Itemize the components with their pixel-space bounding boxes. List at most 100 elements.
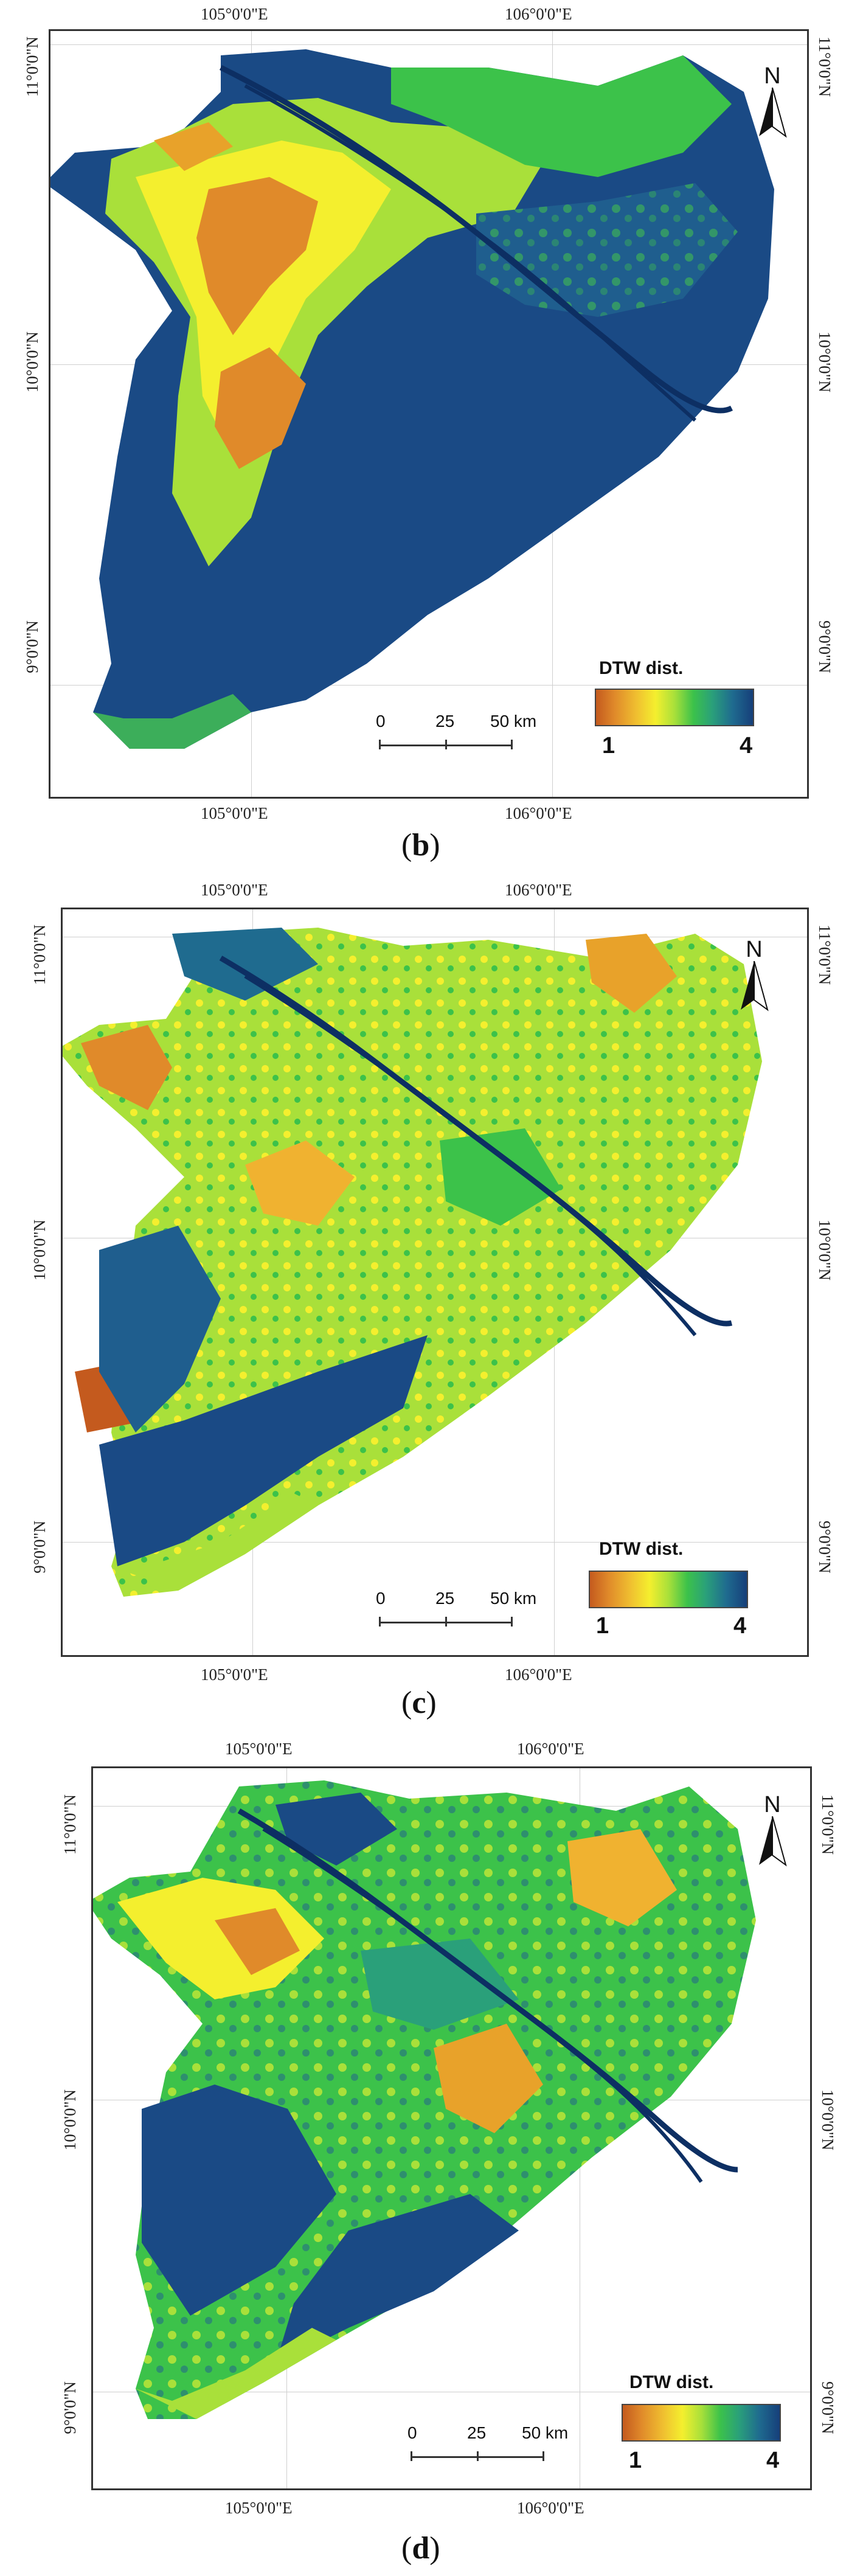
coast-strip — [136, 2328, 336, 2419]
north-arrow: N — [754, 1792, 791, 1871]
caption-paren: ( — [401, 1686, 412, 1720]
lon-label-bottom-2: 106°0'0"E — [505, 804, 572, 822]
north-arrow-icon — [759, 1816, 787, 1867]
scale-bar: 0 25 50 km — [403, 2423, 568, 2472]
lon-label-bottom-1: 105°0'0"E — [225, 2499, 293, 2517]
legend-max: 4 — [766, 2448, 780, 2473]
scale-tick — [477, 2451, 479, 2461]
caption-paren: ) — [426, 1686, 437, 1720]
legend-min: 1 — [629, 2448, 642, 2473]
map-frame — [91, 1766, 812, 2490]
north-label: N — [764, 1792, 781, 1817]
lon-label-bottom-2: 106°0'0"E — [505, 1665, 572, 1684]
lat-label-right-2: 10°0'0"N — [816, 332, 834, 393]
legend-color-bar — [622, 2404, 781, 2442]
mid-high-zone — [361, 1939, 519, 2030]
scale-label-0: 0 — [376, 1589, 386, 1608]
low-zone — [154, 122, 233, 171]
high-zone — [172, 928, 318, 1001]
caption-paren: ) — [429, 2531, 440, 2566]
caption-paren: ) — [429, 828, 440, 863]
lat-label-right-3: 9°0'0"N — [819, 2381, 837, 2434]
scale-tick — [511, 740, 513, 749]
lat-label-left-1: 11°0'0"N — [61, 1794, 79, 1855]
dtw-distance-map — [50, 49, 774, 749]
lat-label-right-3: 9°0'0"N — [816, 1521, 834, 1574]
low-zone — [81, 1025, 172, 1110]
grid-line — [63, 1542, 807, 1543]
scale-tick — [511, 1617, 513, 1626]
mid-zone — [136, 141, 391, 457]
scale-bar: 0 25 50 km — [371, 1589, 536, 1637]
lat-label-left-1: 11°0'0"N — [23, 36, 41, 97]
high-zone — [276, 1793, 397, 1866]
scale-label-50: 50 km — [490, 712, 537, 731]
coast-strip — [111, 1493, 318, 1591]
panel-caption-c: (c) — [401, 1685, 437, 1721]
lat-label-left-2: 10°0'0"N — [61, 2089, 79, 2151]
scale-tick — [379, 740, 381, 749]
scale-label-0: 0 — [376, 712, 386, 731]
grid-line — [50, 685, 807, 686]
legend-max: 4 — [733, 1613, 747, 1639]
grid-line — [50, 44, 807, 45]
legend-color-bar — [589, 1571, 748, 1608]
scale-tick — [411, 2451, 412, 2461]
north-arrow-icon — [759, 88, 787, 138]
legend-min: 1 — [602, 733, 615, 759]
river — [244, 974, 697, 1336]
low-zone — [196, 177, 318, 335]
lon-label-top-2: 106°0'0"E — [505, 5, 572, 23]
lat-label-left-3: 9°0'0"N — [30, 1521, 49, 1574]
scale-tick — [445, 740, 447, 749]
lon-label-top-2: 106°0'0"E — [505, 881, 572, 899]
north-label: N — [746, 937, 763, 962]
caption-paren: ( — [401, 828, 412, 863]
mid-high-zone — [391, 55, 732, 177]
scale-tick — [445, 1617, 447, 1626]
low-zone — [215, 1908, 300, 1975]
lat-label-left-1: 11°0'0"N — [30, 925, 49, 985]
lat-label-right-2: 10°0'0"N — [819, 2089, 837, 2151]
legend-title: DTW dist. — [599, 658, 684, 678]
north-label: N — [764, 63, 781, 89]
legend-max: 4 — [740, 733, 753, 759]
lat-label-left-2: 10°0'0"N — [30, 1220, 49, 1281]
map-panel-d: 105°0'0"E 106°0'0"E — [0, 1740, 863, 2543]
lon-label-top-2: 106°0'0"E — [517, 1740, 584, 1758]
low-zone — [245, 1140, 355, 1226]
lat-label-left-2: 10°0'0"N — [23, 332, 41, 393]
lat-label-right-1: 11°0'0"N — [816, 36, 834, 97]
caption-letter: d — [412, 2531, 430, 2566]
lat-label-left-3: 9°0'0"N — [23, 620, 41, 673]
lon-label-bottom-2: 106°0'0"E — [517, 2499, 584, 2517]
lat-label-right-1: 11°0'0"N — [816, 925, 834, 985]
scale-tick — [379, 1617, 381, 1626]
scale-label-50: 50 km — [522, 2423, 569, 2442]
low-zone — [434, 2024, 543, 2133]
scale-bar: 0 25 50 km — [371, 712, 536, 760]
lat-label-right-1: 11°0'0"N — [819, 1794, 837, 1855]
lon-label-bottom-1: 105°0'0"E — [201, 1665, 268, 1684]
scale-tick — [542, 2451, 544, 2461]
high-zone — [142, 2085, 336, 2316]
scale-label-25: 25 — [435, 1589, 455, 1608]
caption-paren: ( — [401, 2531, 412, 2566]
lon-label-top-1: 105°0'0"E — [225, 1740, 293, 1758]
legend-title: DTW dist. — [599, 1539, 684, 1559]
lon-label-top-1: 105°0'0"E — [201, 5, 268, 23]
low-zone — [215, 347, 306, 469]
lat-label-left-3: 9°0'0"N — [61, 2381, 79, 2434]
caption-letter: b — [412, 828, 430, 863]
panel-caption-d: (d) — [401, 2530, 440, 2566]
legend-color-bar — [595, 689, 754, 726]
caption-letter: c — [412, 1686, 426, 1720]
lon-label-top-1: 105°0'0"E — [201, 881, 268, 899]
dtw-distance-map — [93, 1780, 756, 2419]
map-panel-b: 105°0'0"E 106°0'0"E — [0, 0, 863, 849]
map-frame — [61, 908, 809, 1657]
lat-label-right-2: 10°0'0"N — [816, 1220, 834, 1281]
scale-label-25: 25 — [435, 712, 455, 731]
coast-strip — [93, 694, 251, 749]
map-frame — [49, 29, 809, 799]
